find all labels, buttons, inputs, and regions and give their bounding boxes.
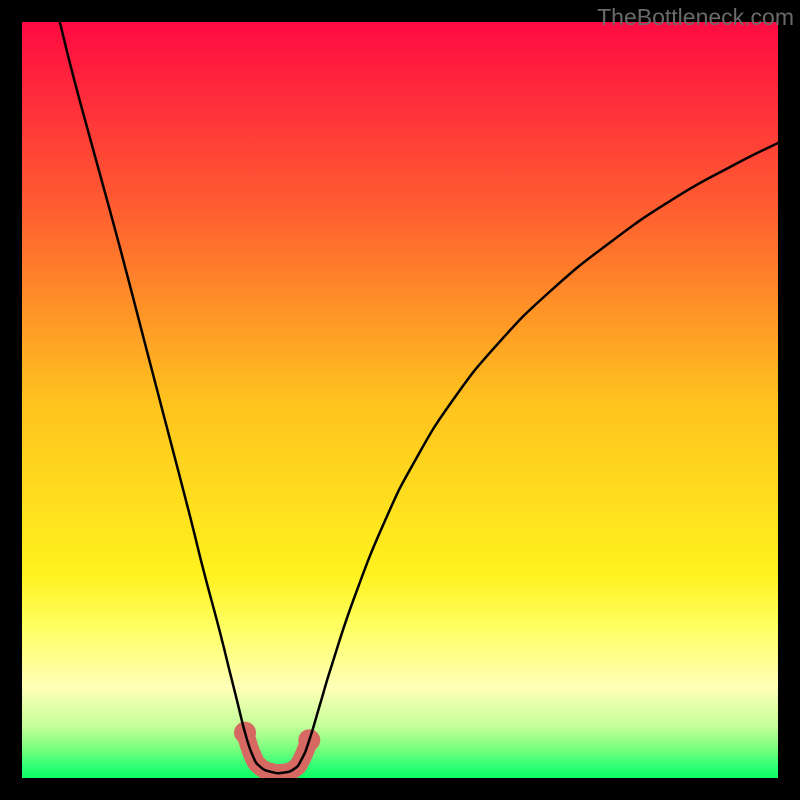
chart-stage: TheBottleneck.com [0, 0, 800, 800]
chart-svg [0, 0, 800, 800]
chart-plot-area [22, 22, 778, 778]
watermark-text: TheBottleneck.com [597, 4, 794, 31]
